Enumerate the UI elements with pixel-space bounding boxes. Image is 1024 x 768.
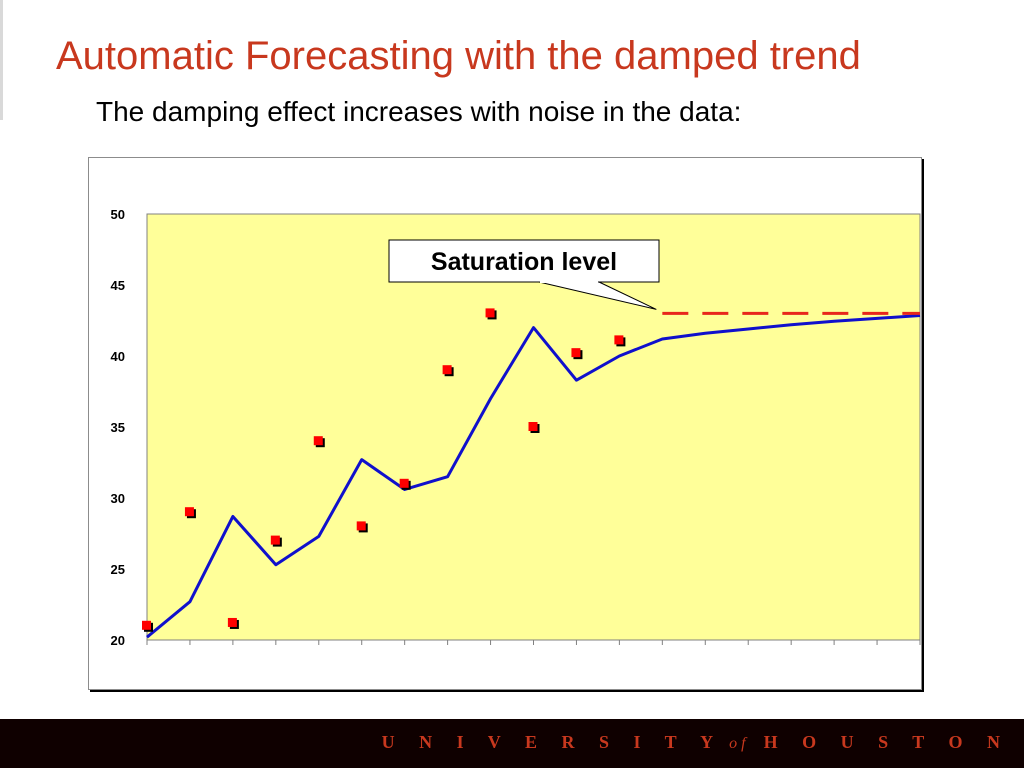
marker-face xyxy=(614,335,624,345)
slide-title: Automatic Forecasting with the damped tr… xyxy=(56,34,861,78)
data-point-marker xyxy=(356,521,368,533)
y-tick-label: 25 xyxy=(111,562,125,577)
wordmark-houston: H O U S T O N xyxy=(763,732,1010,752)
slide-subtitle: The damping effect increases with noise … xyxy=(96,96,742,127)
data-point-marker xyxy=(442,365,454,377)
callout-pointer xyxy=(538,281,657,310)
data-point-marker xyxy=(614,335,626,347)
left-edge-accent xyxy=(0,0,3,120)
y-tick-label: 50 xyxy=(111,207,125,222)
chart-frame: 20 25 30 35 40 45 50 Saturation level xyxy=(88,157,922,690)
marker-face xyxy=(442,365,452,375)
data-point-marker xyxy=(142,620,153,632)
y-tick-label: 30 xyxy=(111,491,125,506)
marker-face xyxy=(356,521,366,531)
wordmark-of: of xyxy=(729,735,750,752)
data-point-marker xyxy=(399,478,411,490)
data-point-marker xyxy=(528,422,540,433)
marker-face xyxy=(313,436,323,446)
wordmark-university: U N I V E R S I T Y xyxy=(381,732,724,752)
forecast-chart: 20 25 30 35 40 45 50 Saturation level xyxy=(111,207,921,648)
data-point-marker xyxy=(313,436,325,448)
data-point-marker xyxy=(270,535,282,547)
marker-face xyxy=(528,422,538,431)
marker-face xyxy=(270,535,280,545)
marker-face xyxy=(227,617,237,627)
marker-face xyxy=(399,478,409,488)
data-point-marker xyxy=(227,617,239,629)
university-wordmark: U N I V E R S I T Y of H O U S T O N xyxy=(382,732,1010,753)
data-point-marker xyxy=(485,308,497,320)
forecast-line xyxy=(146,314,921,639)
callout-label: Saturation level xyxy=(431,248,617,276)
marker-face xyxy=(571,348,581,358)
y-tick-label: 35 xyxy=(111,420,125,435)
y-tick-label: 20 xyxy=(111,633,125,648)
y-tick-label: 45 xyxy=(111,278,125,293)
data-point-marker xyxy=(184,507,196,519)
y-tick-label: 40 xyxy=(111,349,125,364)
marker-face xyxy=(184,507,194,517)
footer-bar: U N I V E R S I T Y of H O U S T O N xyxy=(0,719,1024,768)
marker-face xyxy=(142,620,151,630)
marker-face xyxy=(485,308,495,318)
callout-box xyxy=(388,239,660,283)
data-point-marker xyxy=(571,348,583,360)
